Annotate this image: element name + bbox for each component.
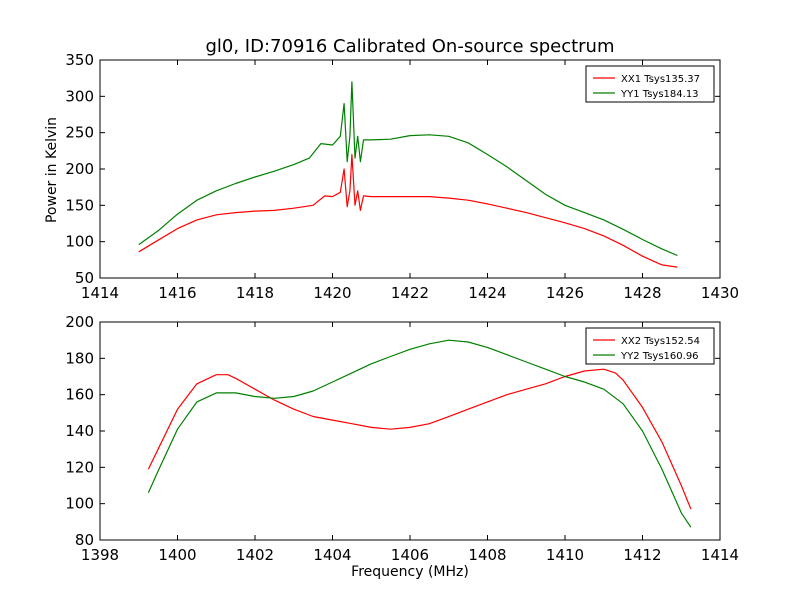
bottom-x-tick-label: 1398 <box>81 546 119 564</box>
bottom-x-tick-label: 1412 <box>623 546 661 564</box>
bottom-x-tick-label: 1404 <box>313 546 351 564</box>
bottom-panel: 1398 1400 1402 1404 1406 1408 1410 1412 1414 80 10… <box>65 313 739 564</box>
bottom-x-tick-label: 1406 <box>391 546 429 564</box>
bottom-x-tick-label: 1400 <box>158 546 196 564</box>
top-x-tick-label: 1424 <box>468 284 506 302</box>
bottom-legend-label: YY2 Tsys160.96 <box>620 351 699 362</box>
top-panel: 1414 1416 1418 1420 1422 1424 1426 1428 1430 50 10… <box>65 51 739 302</box>
bottom-x-tick-label: 1410 <box>546 546 584 564</box>
top-y-tick-label: 150 <box>65 196 94 214</box>
bottom-x-tick-label: 1408 <box>468 546 506 564</box>
bottom-y-tick-label: 160 <box>65 386 94 404</box>
top-y-tick-label: 200 <box>65 160 94 178</box>
top-x-tick-label: 1428 <box>623 284 661 302</box>
top-x-tick-label: 1420 <box>313 284 351 302</box>
bottom-y-tick-label: 80 <box>75 531 94 549</box>
bottom-y-tick-label: 120 <box>65 458 94 476</box>
top-y-tick-label: 250 <box>65 124 94 142</box>
top-legend-box <box>585 65 715 103</box>
top-series-2-line <box>138 81 678 257</box>
top-y-tick-label: 50 <box>75 269 94 287</box>
top-y-axis-label: Power in Kelvin <box>44 117 60 223</box>
bottom-x-axis-label: Frequency (MHz) <box>351 564 469 580</box>
bottom-y-tick-label: 100 <box>65 495 94 513</box>
top-x-tick-label: 1426 <box>546 284 584 302</box>
bottom-x-tick-label: 1402 <box>236 546 274 564</box>
bottom-x-tick-label: 1414 <box>701 546 739 564</box>
top-x-tick-label: 1418 <box>236 284 274 302</box>
top-legend-label: XX1 Tsys135.37 <box>621 74 700 85</box>
bottom-y-tick-label: 200 <box>65 313 94 331</box>
bottom-series-2-line <box>147 339 692 528</box>
chart-title: gl0, ID:70916 Calibrated On-source spect… <box>205 36 614 57</box>
top-x-tick-label: 1414 <box>81 284 119 302</box>
bottom-y-tick-label: 140 <box>65 422 94 440</box>
bottom-series-1-line <box>147 368 692 510</box>
top-series-1-line <box>138 153 678 268</box>
top-legend-label: YY1 Tsys184.13 <box>620 89 699 100</box>
bottom-legend-label: XX2 Tsys152.54 <box>621 336 700 347</box>
bottom-legend-box <box>585 327 715 365</box>
top-x-tick-label: 1430 <box>701 284 739 302</box>
top-y-tick-label: 300 <box>65 87 94 105</box>
top-x-tick-label: 1416 <box>158 284 196 302</box>
top-y-tick-label: 350 <box>65 51 94 69</box>
bottom-y-tick-label: 180 <box>65 349 94 367</box>
top-x-tick-label: 1422 <box>391 284 429 302</box>
top-y-tick-label: 100 <box>65 233 94 251</box>
